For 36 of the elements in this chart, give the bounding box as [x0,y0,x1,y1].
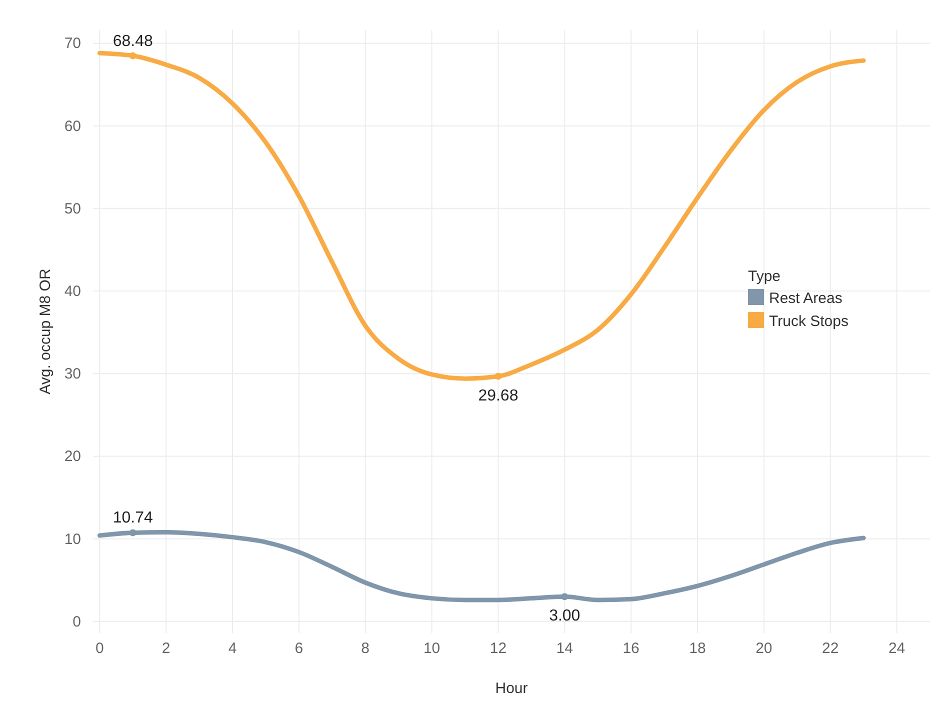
annotation: 29.68 [478,387,518,404]
y-tick-label: 30 [64,366,81,383]
x-tick-label: 16 [622,640,640,657]
y-axis-title: Avg. occup M8 OR [37,268,54,394]
x-tick-label: 4 [228,640,237,657]
y-tick-label: 40 [64,283,81,300]
y-tick-label: 0 [72,613,81,630]
point [129,52,136,60]
x-tick-label: 24 [888,640,906,657]
line-series [97,529,866,602]
x-tick-label: 6 [294,640,304,657]
legend-label: Rest Areas [769,290,842,308]
x-tick-label: 0 [95,640,104,657]
point [561,593,568,600]
y-tick-label: 60 [64,118,81,135]
x-tick-label: 14 [556,640,573,657]
x-axis-title: Hour [495,680,528,697]
annotation: 3.00 [549,608,580,625]
x-tick-label: 20 [756,640,772,657]
line-series [97,50,866,381]
point [129,529,136,536]
y-tick-label: 50 [64,200,81,218]
point [494,372,502,380]
y-tick-label: 70 [64,35,81,52]
legend-label: Truck Stops [769,313,848,330]
x-tick-label: 18 [689,640,706,657]
x-tick-label: 10 [423,640,440,657]
annotation: 68.48 [112,32,153,50]
x-tick-label: 22 [822,640,839,657]
x-tick-label: 2 [162,640,170,657]
y-tick-label: 10 [64,530,81,548]
y-tick-label: 20 [64,448,81,466]
x-tick-label: 8 [361,640,370,657]
legend-title: Type [748,268,781,286]
x-tick-label: 12 [490,640,507,657]
annotation: 10.74 [112,510,153,527]
